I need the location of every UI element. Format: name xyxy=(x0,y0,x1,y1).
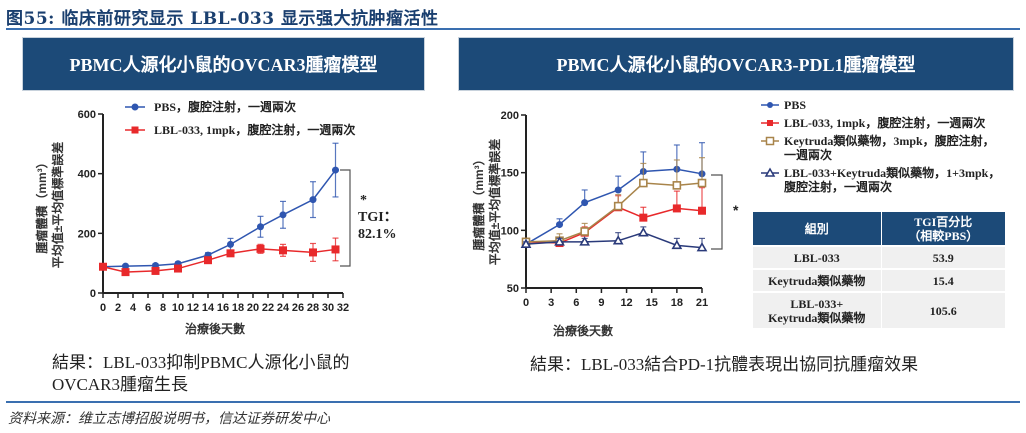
svg-text:600: 600 xyxy=(78,109,96,121)
svg-text:100: 100 xyxy=(501,225,519,237)
legend-item-lbl033: LBL-033, 1mpk，腹腔注射，一週兩次 xyxy=(760,116,1000,130)
svg-text:12: 12 xyxy=(187,302,199,314)
tgi-value: 82.1% xyxy=(358,227,397,242)
right-plot-area: 50 100 150 200 0 3 6 9 12 15 18 21 xyxy=(501,110,708,309)
svg-text:腫瘤體積（mm³）: 腫瘤體積（mm³） xyxy=(471,153,486,250)
right-significance-star: * xyxy=(733,202,739,218)
circle-marker-icon xyxy=(131,103,139,111)
svg-text:0: 0 xyxy=(100,302,106,314)
left-x-axis-title: 治療後天數 xyxy=(185,321,245,336)
svg-text:18: 18 xyxy=(232,302,244,314)
legend-item-pbs: PBS，腹腔注射，一週兩次 xyxy=(125,99,296,114)
svg-text:20: 20 xyxy=(247,302,259,314)
significance-star: * xyxy=(360,193,367,208)
svg-text:LBL-033, 1mpk，腹腔注射，一週兩次: LBL-033, 1mpk，腹腔注射，一週兩次 xyxy=(154,122,355,137)
table-row: Keytruda類似藥物 15.4 xyxy=(753,268,1006,292)
left-result-text: 結果：LBL-033抑制PBMC人源化小鼠的 OVCAR3腫瘤生長 xyxy=(52,352,350,396)
svg-text:2: 2 xyxy=(115,302,121,314)
left-legend: PBS，腹腔注射，一週兩次 LBL-033, 1mpk，腹腔注射，一週兩次 xyxy=(125,99,355,137)
legend-item-keytruda: Keytruda類似藥物，3mpk，腹腔注射， 一週兩次 xyxy=(760,134,1000,162)
svg-text:8: 8 xyxy=(160,302,166,314)
tgi-label: TGI： xyxy=(358,210,398,225)
circle-marker-icon xyxy=(761,102,779,108)
svg-text:200: 200 xyxy=(78,228,96,240)
triangle-marker-icon xyxy=(761,167,779,177)
svg-text:15: 15 xyxy=(646,297,658,309)
svg-text:平均值±平均值標準誤差: 平均值±平均值標準誤差 xyxy=(50,142,65,269)
square-marker-icon xyxy=(131,126,139,134)
table-row: LBL-033+ Keytruda類似藥物 105.6 xyxy=(753,291,1006,328)
svg-text:14: 14 xyxy=(202,302,215,314)
right-significance-bracket xyxy=(711,174,723,250)
table-header-group: 組別 xyxy=(753,212,882,246)
title-divider xyxy=(6,28,1020,30)
svg-text:0: 0 xyxy=(90,288,96,300)
svg-text:6: 6 xyxy=(145,302,151,314)
svg-text:12: 12 xyxy=(620,297,632,309)
table-row: LBL-033 53.9 xyxy=(753,245,1006,269)
right-panel-banner: PBMC人源化小鼠的OVCAR3-PDL1腫瘤模型 xyxy=(458,37,1014,91)
tgi-table: 組別 TGI百分比 （相較PBS） LBL-033 53.9 Keytruda類似… xyxy=(753,212,1006,328)
svg-text:21: 21 xyxy=(696,297,708,309)
right-x-axis-title: 治療後天數 xyxy=(553,323,613,338)
svg-text:28: 28 xyxy=(307,302,319,314)
svg-text:平均值±平均值標準誤差: 平均值±平均值標準誤差 xyxy=(487,139,502,266)
svg-text:32: 32 xyxy=(337,302,349,314)
svg-text:26: 26 xyxy=(292,302,304,314)
bottom-divider xyxy=(6,401,1020,403)
legend-item-pbs: PBS xyxy=(760,98,1000,112)
svg-text:30: 30 xyxy=(322,302,334,314)
right-y-axis-title: 腫瘤體積（mm³） 平均值±平均值標準誤差 xyxy=(471,139,502,266)
open-square-marker-icon xyxy=(761,136,779,146)
square-marker-icon xyxy=(761,120,779,126)
svg-text:22: 22 xyxy=(262,302,274,314)
svg-text:18: 18 xyxy=(671,297,683,309)
table-header-tgi: TGI百分比 （相較PBS） xyxy=(881,212,1006,246)
left-y-axis-title: 腫瘤體積（mm³） 平均值±平均值標準誤差 xyxy=(34,142,65,269)
right-result-text: 結果：LBL-033結合PD-1抗體表現出協同抗腫瘤效果 xyxy=(530,355,919,374)
svg-text:150: 150 xyxy=(501,168,519,180)
svg-text:10: 10 xyxy=(172,302,184,314)
source-note: 资料来源：维立志博招股说明书，信达证券研发中心 xyxy=(8,411,330,427)
left-significance-bracket xyxy=(340,169,351,267)
svg-text:24: 24 xyxy=(277,302,290,314)
svg-text:4: 4 xyxy=(130,302,137,314)
right-legend: PBS LBL-033, 1mpk，腹腔注射，一週兩次 Keytruda類似藥物… xyxy=(760,98,1000,198)
left-panel-banner: PBMC人源化小鼠的OVCAR3腫瘤模型 xyxy=(22,37,425,91)
svg-text:50: 50 xyxy=(507,283,519,295)
svg-text:16: 16 xyxy=(217,302,229,314)
svg-text:3: 3 xyxy=(548,297,554,309)
svg-text:6: 6 xyxy=(573,297,579,309)
svg-text:9: 9 xyxy=(598,297,604,309)
svg-text:PBS，腹腔注射，一週兩次: PBS，腹腔注射，一週兩次 xyxy=(154,99,296,114)
svg-text:200: 200 xyxy=(501,110,519,122)
legend-item-combo: LBL-033+Keytruda類似藥物，1+3mpk， 腹腔注射，一週兩次 xyxy=(760,166,1000,194)
right-chart: 腫瘤體積（mm³） 平均值±平均值標準誤差 50 100 150 200 0 3 6 9 12 1… xyxy=(471,110,739,338)
left-result-line2: OVCAR3腫瘤生長 xyxy=(52,375,189,394)
svg-text:400: 400 xyxy=(78,169,96,181)
figure-title: 图55: 临床前研究显示 LBL-033 显示强大抗肿瘤活性 xyxy=(6,9,439,29)
left-result-line1: 結果：LBL-033抑制PBMC人源化小鼠的 xyxy=(52,353,350,372)
svg-text:腫瘤體積（mm³）: 腫瘤體積（mm³） xyxy=(34,156,49,253)
svg-text:0: 0 xyxy=(523,297,529,309)
legend-item-lbl033: LBL-033, 1mpk，腹腔注射，一週兩次 xyxy=(125,122,355,137)
